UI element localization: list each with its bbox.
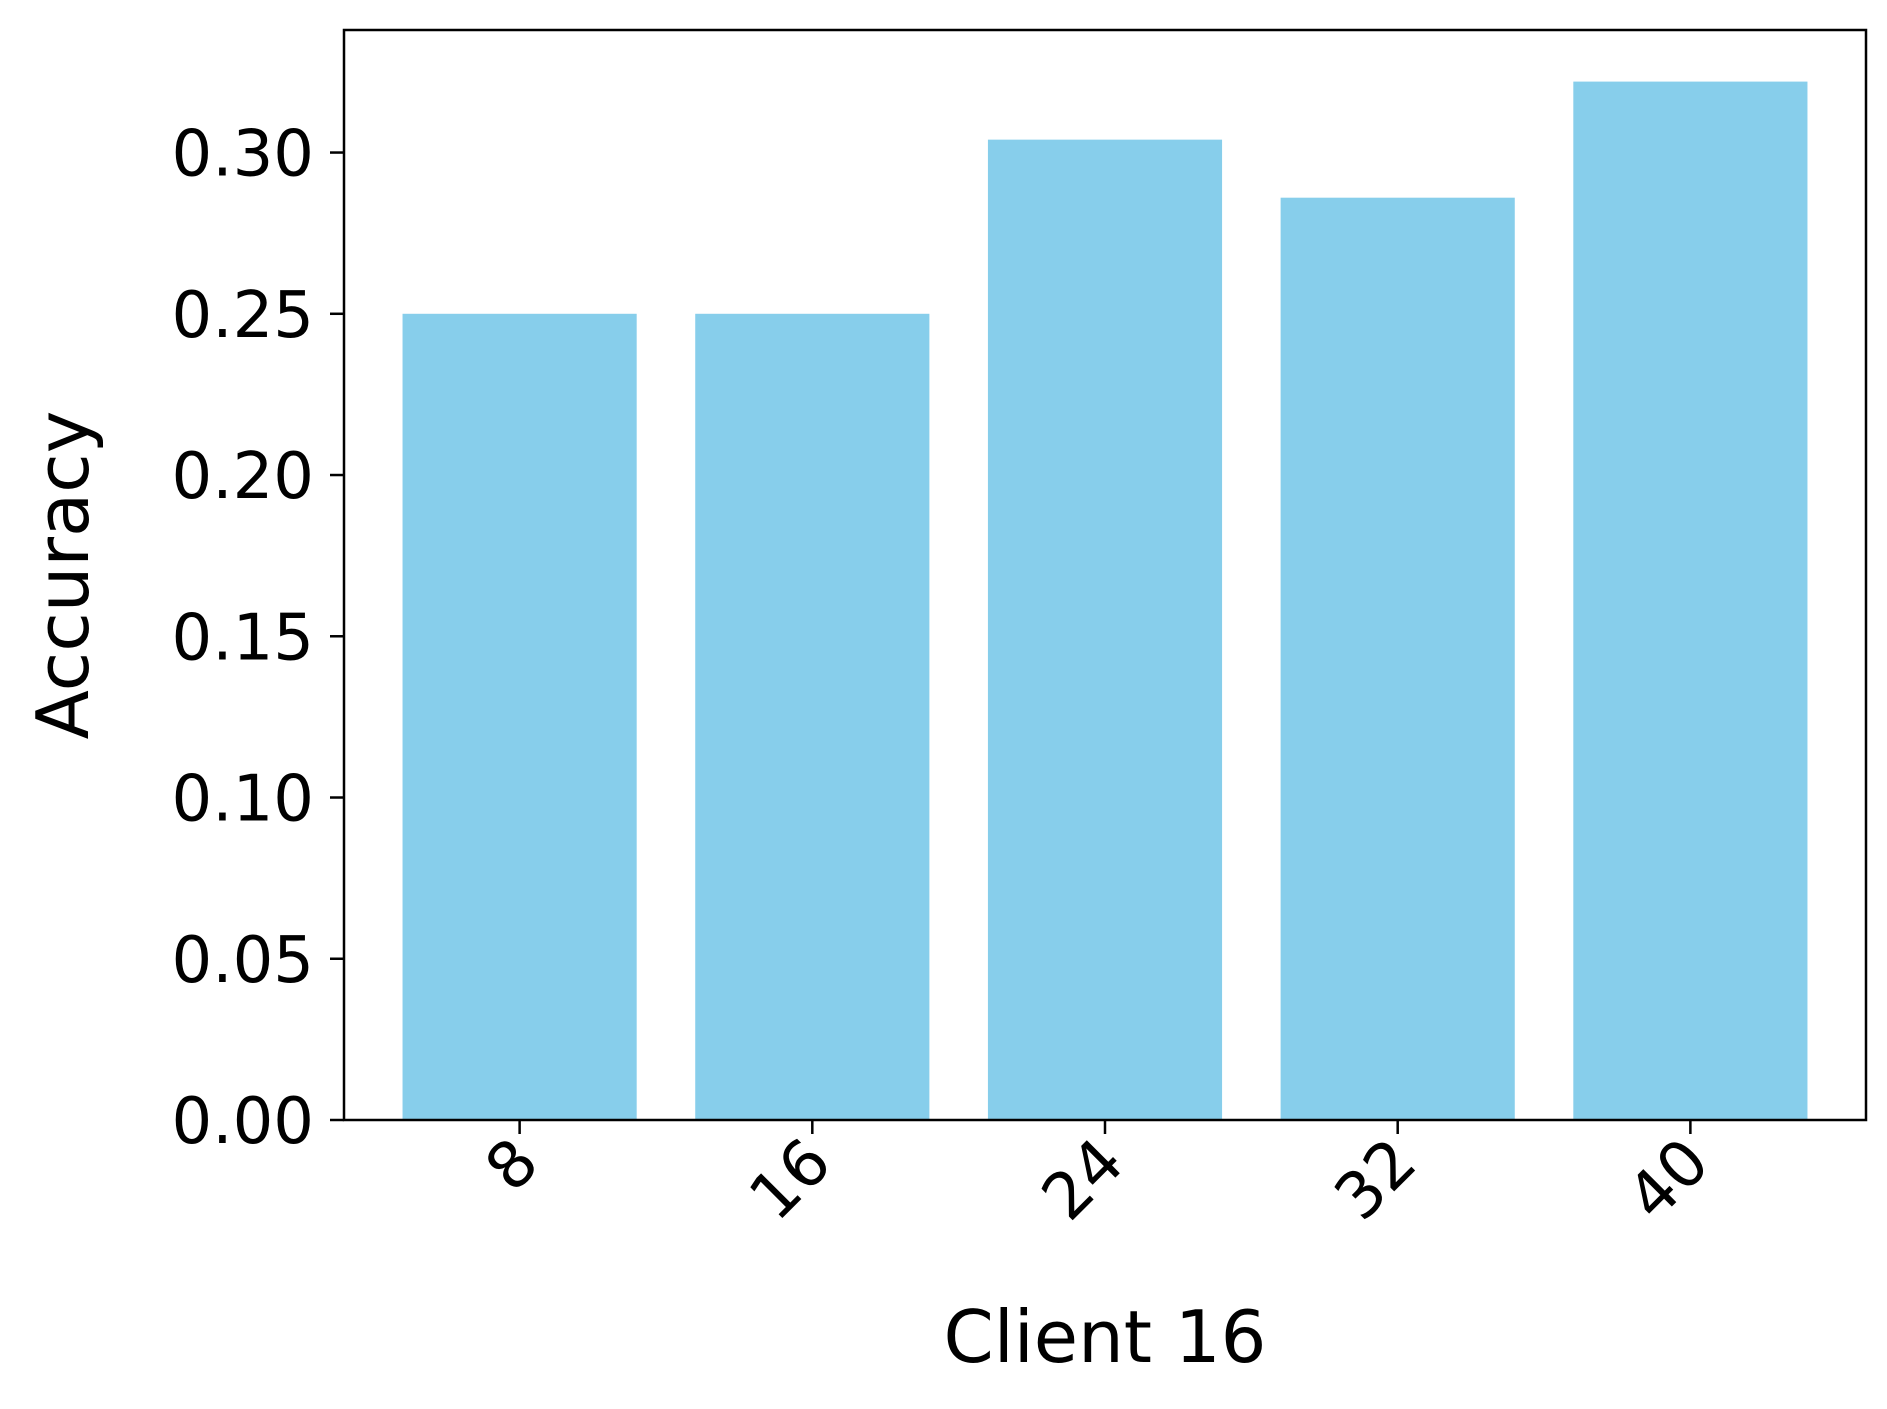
y-axis-ticks: 0.00 0.05 0.10 0.15 0.20 0.25 0.30: [172, 118, 344, 1159]
x-axis-ticks: 8 16 24 32 40: [472, 1120, 1724, 1235]
x-tick-label-8: 8: [472, 1125, 553, 1206]
y-tick-label-0.00: 0.00: [172, 1085, 315, 1159]
x-tick-label-16: 16: [736, 1125, 846, 1235]
x-tick-label-32: 32: [1321, 1125, 1431, 1235]
y-tick-label-0.25: 0.25: [172, 279, 315, 353]
bar-8: [402, 313, 637, 1120]
y-tick-label-0.05: 0.05: [172, 924, 315, 998]
plot-area-frame: [342, 28, 1868, 1122]
y-tick-label-0.20: 0.20: [172, 440, 315, 514]
bar-32: [1280, 197, 1515, 1120]
x-tick-label-24: 24: [1028, 1125, 1138, 1235]
x-axis-label: Client 16: [944, 1295, 1267, 1379]
bar-16: [695, 313, 930, 1120]
bar-40: [1573, 81, 1808, 1120]
y-tick-label-0.30: 0.30: [172, 118, 315, 192]
y-tick-label-0.15: 0.15: [172, 601, 315, 675]
bars-layer: [402, 81, 1808, 1121]
bar-24: [987, 139, 1223, 1121]
x-tick-label-40: 40: [1614, 1125, 1724, 1235]
y-axis-label: Accuracy: [21, 411, 105, 740]
y-tick-label-0.10: 0.10: [172, 763, 315, 837]
